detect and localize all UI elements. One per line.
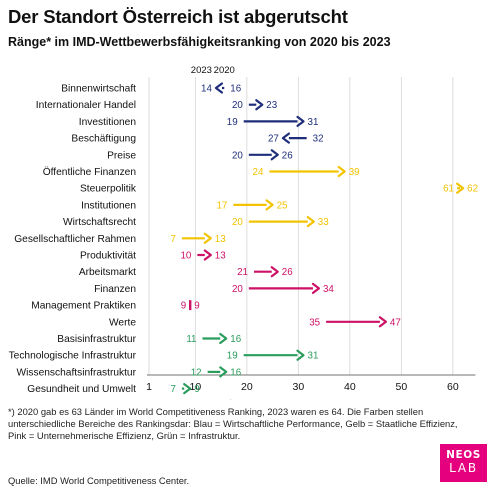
value-2020: 9 <box>181 301 186 312</box>
value-2023: 47 <box>390 317 401 328</box>
row-label: Institutionen <box>81 200 136 211</box>
value-2023: 13 <box>215 251 226 262</box>
row-label: Gesundheit und Umwelt <box>27 384 136 395</box>
value-2020: 16 <box>230 84 241 95</box>
change-arrow-head <box>267 200 273 209</box>
chart-title: Der Standort Österreich ist abgerutscht <box>8 6 492 28</box>
value-2023: 14 <box>201 84 212 95</box>
change-arrow-head <box>272 150 278 159</box>
change-arrow-head <box>308 217 314 226</box>
value-2023: 26 <box>282 267 293 278</box>
value-2023: 31 <box>308 351 319 362</box>
value-2020: 10 <box>180 251 191 262</box>
row-label: Basisinfrastruktur <box>57 334 136 345</box>
footnote: *) 2020 gab es 63 Länder im World Compet… <box>8 406 478 442</box>
value-2020: 17 <box>216 200 227 211</box>
value-2023: 31 <box>308 117 319 128</box>
change-arrow-head <box>205 251 211 260</box>
x-tick-label: 60 <box>447 381 459 393</box>
value-2020: 11 <box>186 334 196 345</box>
value-2023: 16 <box>230 367 241 378</box>
value-2023: 27 <box>268 134 279 145</box>
row-label: Steuerpolitik <box>80 184 137 195</box>
chart-subtitle: Ränge* im IMD-Wettbewerbsfähigkeitsranki… <box>8 35 492 49</box>
header-2020: 2020 <box>214 65 235 76</box>
value-2023: 13 <box>215 234 226 245</box>
value-2023: 33 <box>318 217 329 228</box>
value-2023: 23 <box>266 100 277 111</box>
row-label: Öffentliche Finanzen <box>43 166 136 178</box>
value-2023: 62 <box>467 184 478 195</box>
value-2020: 19 <box>227 117 238 128</box>
logo-line-2: LAB <box>440 461 487 475</box>
value-2023: 26 <box>282 150 293 161</box>
x-tick-label: 1 <box>146 381 152 393</box>
value-2020: 20 <box>232 284 243 295</box>
value-2023: 9 <box>194 384 199 395</box>
value-2023: 16 <box>230 334 241 345</box>
row-label: Management Praktiken <box>31 301 136 312</box>
row-label: Wirtschaftsrecht <box>63 217 136 228</box>
value-2020: 21 <box>237 267 248 278</box>
value-2020: 35 <box>309 317 320 328</box>
value-2020: 61 <box>443 184 454 195</box>
row-label: Investitionen <box>79 117 136 128</box>
row-label: Arbeitsmarkt <box>79 267 136 278</box>
x-tick-label: 40 <box>344 381 356 393</box>
change-arrow-head <box>256 100 262 109</box>
row-label: Technologische Infrastruktur <box>9 351 137 362</box>
change-arrow-head <box>283 134 289 143</box>
value-2023: 34 <box>323 284 334 295</box>
logo-line-1: NEOS <box>440 449 487 461</box>
row-label: Preise <box>107 150 136 161</box>
x-tick-label: 20 <box>241 381 253 393</box>
value-2020: 7 <box>170 234 175 245</box>
row-label: Wissenschaftsinfrastruktur <box>17 367 137 378</box>
change-arrow-head <box>220 334 226 343</box>
source-note: Quelle: IMD World Competitiveness Center… <box>8 475 189 486</box>
row-label: Internationaler Handel <box>36 100 136 111</box>
value-2020: 24 <box>253 167 264 178</box>
change-arrow-head <box>205 234 211 243</box>
value-2020: 7 <box>170 384 175 395</box>
row-label: Binnenwirtschaft <box>61 84 136 95</box>
row-label: Produktivität <box>80 251 136 262</box>
change-arrow-head <box>313 284 319 293</box>
value-2020: 20 <box>232 100 243 111</box>
value-2023: 25 <box>277 200 288 211</box>
row-label: Finanzen <box>94 284 136 295</box>
value-2020: 32 <box>313 134 324 145</box>
change-arrow-head <box>216 84 222 93</box>
row-label: Werte <box>109 317 136 328</box>
row-label: Gesellschaftlicher Rahmen <box>14 234 136 245</box>
neos-lab-logo: NEOS LAB <box>440 444 487 482</box>
header-2023: 2023 <box>191 65 212 76</box>
value-2020: 12 <box>191 367 202 378</box>
x-tick-label: 50 <box>396 381 408 393</box>
value-2020: 20 <box>232 150 243 161</box>
value-2023: 9 <box>194 301 199 312</box>
change-arrow-head <box>339 167 345 176</box>
value-2023: 39 <box>349 167 360 178</box>
value-2020: 20 <box>232 217 243 228</box>
change-arrow-head <box>380 317 386 326</box>
change-arrow-head <box>272 267 278 276</box>
x-tick-label: 30 <box>293 381 305 393</box>
row-label: Beschäftigung <box>71 134 136 145</box>
value-2020: 19 <box>227 351 238 362</box>
